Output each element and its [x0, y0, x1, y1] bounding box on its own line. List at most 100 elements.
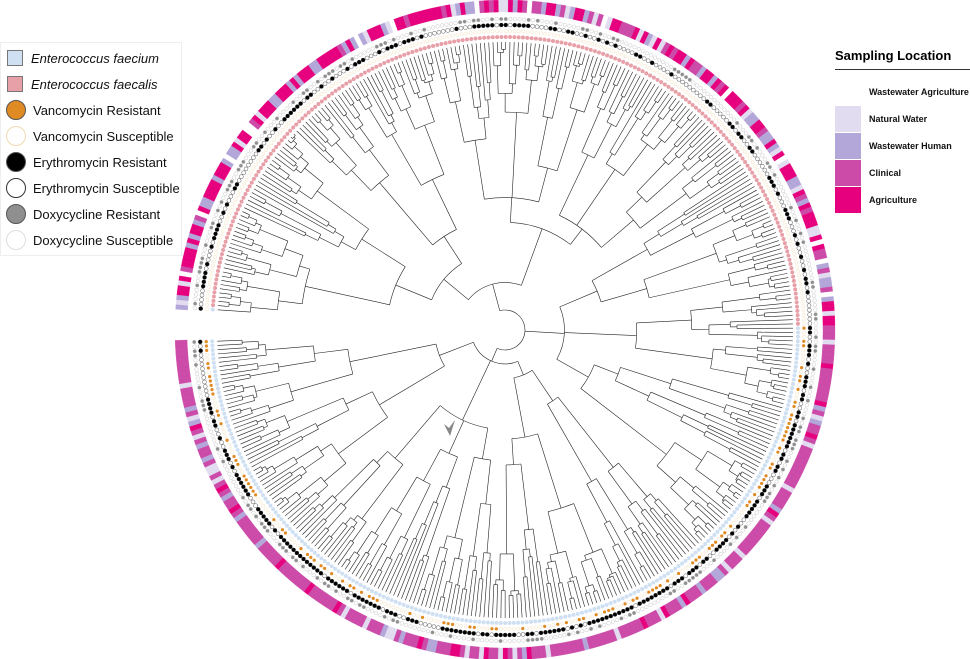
vancomycin-dot: [578, 38, 582, 43]
species-marker: [576, 44, 581, 49]
branch: [637, 525, 644, 534]
branch: [608, 574, 611, 578]
erythromycin-dot: [219, 214, 224, 220]
branch: [630, 527, 635, 533]
species-marker: [625, 61, 630, 66]
branch: [253, 429, 265, 435]
vancomycin-dot: [293, 115, 297, 119]
vancomycin-dot: [701, 104, 705, 108]
species-marker: [512, 35, 517, 40]
branch: [409, 569, 422, 602]
branch: [320, 507, 324, 511]
doxycycline-dot: [200, 399, 205, 404]
branch-arc: [747, 410, 750, 415]
branch: [274, 498, 280, 503]
vancomycin-dot: [299, 546, 303, 551]
species-marker: [787, 257, 792, 262]
erythromycin-dot: [285, 541, 290, 546]
doxycycline-dot: [737, 532, 742, 537]
doxycycline-dot: [231, 175, 236, 180]
erythromycin-dot: [676, 77, 682, 82]
branch: [258, 181, 280, 195]
erythromycin-dot: [570, 30, 575, 35]
species-marker: [385, 596, 390, 601]
branch: [236, 390, 244, 394]
vancomycin-dot: [710, 543, 715, 547]
vancomycin-dot: [569, 36, 574, 41]
doxycycline-dot: [755, 145, 760, 150]
species-marker: [712, 123, 717, 128]
branch: [234, 230, 242, 234]
erythromycin-dot: [275, 531, 281, 536]
branch: [697, 125, 709, 138]
legend-item-faecalis: Enterococcus faecalis: [1, 71, 181, 97]
branch-arc: [607, 575, 613, 579]
doxycycline-dot: [275, 116, 280, 121]
doxycycline-dot: [810, 376, 815, 381]
branch: [356, 92, 362, 99]
species-marker: [336, 569, 341, 574]
branch: [551, 88, 560, 119]
branch-arc: [624, 527, 632, 532]
doxycycline-dot: [589, 29, 594, 34]
branch: [535, 562, 541, 592]
vancomycin-dot: [344, 581, 349, 586]
sampling-location-cell: [503, 0, 509, 13]
erythromycin-dot: [633, 52, 639, 57]
species-marker: [790, 381, 795, 386]
species-marker: [455, 617, 460, 622]
doxycycline-dot: [499, 17, 504, 22]
vancomycin-dot: [269, 514, 273, 519]
branch: [243, 247, 261, 254]
erythromycin-dot: [520, 632, 526, 637]
doxycycline-dot: [231, 479, 236, 484]
vancomycin-dot: [800, 295, 805, 300]
vancomycin-dot: [266, 144, 271, 149]
erythromycin-dot: [764, 484, 769, 489]
branch: [285, 143, 290, 147]
branch: [566, 49, 570, 58]
vancomycin-dot: [615, 51, 620, 55]
branch: [727, 397, 753, 406]
branch: [779, 360, 792, 363]
legend-item-ery-s: Erythromycin Susceptible: [1, 175, 181, 201]
species-marker: [219, 403, 224, 408]
vancomycin-dot: [206, 366, 211, 370]
branch-arc: [559, 215, 602, 248]
species-marker: [472, 619, 477, 624]
branch: [635, 347, 713, 360]
erythromycin-dot: [771, 183, 776, 188]
species-marker: [737, 503, 742, 508]
species-marker: [229, 432, 234, 437]
branch: [469, 64, 473, 76]
doxycycline-dot: [767, 165, 772, 170]
doxycycline-dot: [251, 144, 256, 149]
doxycycline-dot: [426, 26, 431, 31]
branch: [664, 515, 668, 521]
vancomycin-dot: [302, 549, 307, 554]
erythromycin-dot: [793, 418, 799, 424]
species-marker: [516, 620, 521, 625]
vancomycin-dot: [236, 193, 240, 197]
branch: [296, 477, 303, 482]
branch: [737, 493, 741, 496]
branch: [661, 529, 683, 558]
branch: [720, 177, 731, 185]
vancomycin-dot: [755, 167, 760, 172]
vancomycin-dot: [781, 438, 785, 442]
doxycycline-dot: [326, 584, 331, 589]
branch-arc: [773, 284, 776, 289]
branch-arc: [267, 405, 271, 412]
species-marker: [223, 239, 228, 244]
species-marker: [609, 54, 614, 59]
vancomycin-dot: [795, 265, 800, 269]
branch: [583, 54, 590, 75]
branch: [218, 305, 226, 307]
branch: [591, 558, 599, 577]
vancomycin-dot: [359, 590, 364, 594]
branch: [246, 423, 258, 429]
erythromycin-dot: [224, 452, 229, 458]
branch: [707, 522, 711, 526]
branch: [746, 208, 767, 219]
species-marker: [343, 574, 348, 579]
